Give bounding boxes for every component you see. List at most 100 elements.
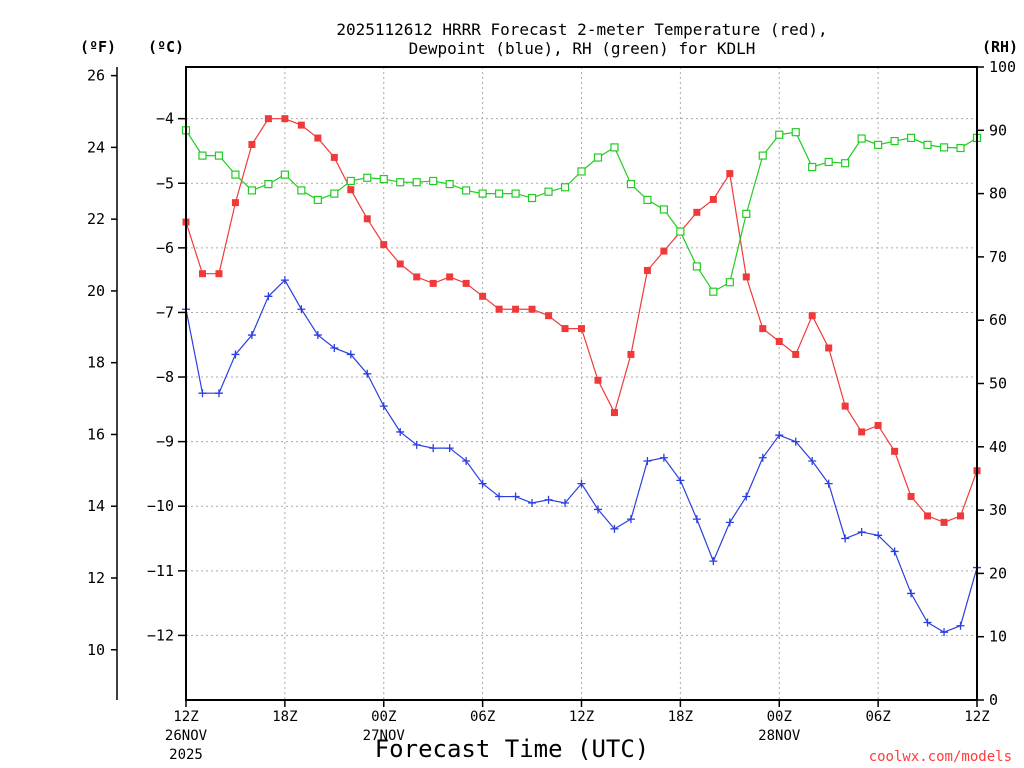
temperature-point bbox=[742, 273, 750, 281]
rh-point bbox=[577, 167, 586, 176]
rh-point bbox=[659, 205, 668, 214]
dewpoint-point bbox=[379, 402, 388, 411]
dewpoint-point bbox=[412, 440, 421, 449]
rh-point bbox=[330, 189, 339, 198]
temperature-point bbox=[231, 199, 239, 207]
fahrenheit-tick-label: 10 bbox=[87, 641, 105, 659]
rh-point bbox=[841, 159, 850, 168]
dewpoint-point bbox=[297, 305, 306, 314]
celsius-tick-label: −9 bbox=[156, 433, 174, 451]
temperature-point bbox=[545, 312, 553, 320]
x-tick-date-label: 28NOV bbox=[758, 728, 801, 744]
dewpoint-point bbox=[214, 389, 223, 398]
rh-point bbox=[280, 170, 289, 179]
temperature-point bbox=[660, 247, 668, 255]
x-tick-date-label: 27NOV bbox=[363, 728, 406, 744]
temperature-point bbox=[957, 512, 965, 520]
plot-frame bbox=[185, 66, 978, 701]
fahrenheit-tick-label: 26 bbox=[87, 67, 105, 85]
dewpoint-point bbox=[313, 331, 322, 340]
celsius-unit-label: (ºC) bbox=[148, 38, 184, 56]
dewpoint-point bbox=[791, 437, 800, 446]
temperature-point bbox=[429, 279, 437, 287]
temperature-point bbox=[281, 115, 289, 123]
series-layer bbox=[181, 115, 982, 637]
dewpoint-point bbox=[742, 492, 751, 501]
dewpoint-series bbox=[182, 276, 981, 637]
dewpoint-point bbox=[561, 498, 570, 507]
rh-point bbox=[808, 162, 817, 172]
dewpoint-point bbox=[758, 453, 767, 462]
rh-point bbox=[593, 153, 603, 162]
dewpoint-point bbox=[907, 589, 916, 598]
rh-point bbox=[857, 134, 866, 143]
rh-point bbox=[313, 195, 322, 205]
x-tick-label: 06Z bbox=[865, 709, 890, 725]
rh-point bbox=[198, 151, 207, 160]
x-tick-label: 18Z bbox=[668, 709, 693, 725]
rh-point bbox=[231, 170, 240, 179]
dewpoint-point bbox=[808, 457, 817, 466]
rh-point bbox=[429, 176, 438, 186]
dewpoint-point bbox=[874, 531, 883, 540]
dewpoint-point bbox=[857, 528, 866, 537]
x-tick-label: 12Z bbox=[173, 709, 198, 725]
dewpoint-point bbox=[462, 457, 471, 466]
dewpoint-point bbox=[495, 492, 504, 501]
fahrenheit-tick-label: 16 bbox=[87, 425, 105, 443]
temperature-point bbox=[297, 121, 305, 129]
temperature-point bbox=[578, 325, 585, 333]
rh-point bbox=[544, 187, 553, 196]
temperature-point bbox=[264, 115, 272, 123]
rh-series bbox=[181, 126, 982, 296]
x-tick-year-label: 2025 bbox=[169, 747, 203, 763]
fahrenheit-tick-label: 24 bbox=[87, 138, 105, 156]
dewpoint-point bbox=[940, 628, 949, 637]
fahrenheit-tick-label: 18 bbox=[87, 354, 105, 372]
dewpoint-point bbox=[890, 547, 899, 556]
temperature-point bbox=[495, 305, 503, 313]
dewpoint-point bbox=[923, 618, 932, 627]
dewpoint-point bbox=[247, 331, 256, 340]
dewpoint-point bbox=[626, 515, 635, 524]
rh-point bbox=[560, 183, 570, 192]
dewpoint-point bbox=[593, 505, 602, 514]
celsius-tick-label: −6 bbox=[156, 239, 174, 257]
rh-point bbox=[346, 176, 355, 186]
rh-point bbox=[676, 227, 685, 236]
dewpoint-point bbox=[775, 431, 784, 440]
dewpoint-point bbox=[659, 453, 668, 462]
dewpoint-point bbox=[824, 479, 833, 488]
temperature-point bbox=[363, 215, 371, 223]
rh-point bbox=[297, 186, 306, 195]
temperature-point bbox=[314, 134, 322, 142]
dewpoint-point bbox=[396, 427, 405, 436]
rh-point bbox=[626, 180, 636, 189]
dewpoint-point bbox=[577, 479, 586, 488]
x-tick-label: 12Z bbox=[569, 709, 594, 725]
temperature-point bbox=[512, 305, 520, 313]
rh-point bbox=[890, 136, 899, 146]
x-tick-label: 00Z bbox=[767, 709, 792, 725]
dewpoint-point bbox=[346, 350, 355, 359]
rh-tick-label: 100 bbox=[989, 58, 1016, 76]
temperature-point bbox=[330, 153, 338, 161]
dewpoint-point bbox=[198, 389, 207, 398]
fahrenheit-tick-label: 20 bbox=[87, 282, 105, 300]
temperature-point bbox=[841, 402, 849, 410]
rh-point bbox=[495, 189, 504, 198]
rh-point bbox=[742, 209, 751, 218]
temperature-point bbox=[693, 208, 701, 216]
temperature-point bbox=[528, 305, 536, 313]
dewpoint-point bbox=[528, 498, 537, 507]
dewpoint-point bbox=[478, 479, 487, 488]
chart-title-line1: 2025112612 HRRR Forecast 2-meter Tempera… bbox=[336, 20, 827, 39]
rh-point bbox=[923, 140, 932, 149]
rh-point bbox=[725, 278, 734, 287]
grid bbox=[186, 67, 977, 700]
temperature-point bbox=[396, 260, 404, 268]
temperature-point bbox=[825, 344, 833, 352]
rh-tick-label: 40 bbox=[989, 438, 1007, 456]
dewpoint-point bbox=[709, 557, 718, 566]
celsius-tick-label: −7 bbox=[156, 303, 174, 321]
